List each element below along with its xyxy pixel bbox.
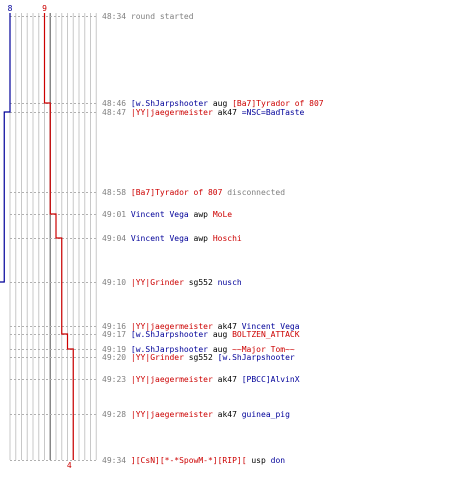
- killer-name: [Ba7]Tyrador of 807: [130, 188, 223, 197]
- event-time: 48:47: [102, 108, 127, 117]
- weapon-name: awp: [193, 210, 208, 219]
- event-row: 49:17 [w.ShJarpshooter aug BOLTZEN_ATTAC…: [102, 330, 300, 339]
- killer-name: |YY|Grinder: [130, 278, 184, 287]
- event-row: 49:04 Vincent Vega awp Hoschi: [102, 234, 242, 243]
- event-row: 48:47 |YY|jaegermeister ak47 =NSC=BadTas…: [102, 108, 304, 117]
- victim-name: BOLTZEN_ATTACK: [232, 330, 300, 339]
- killer-name: |YY|jaegermeister: [130, 108, 213, 117]
- event-time: 49:28: [102, 410, 127, 419]
- event-row: 49:23 |YY|jaegermeister ak47 [PBCC]Alvin…: [102, 375, 300, 384]
- killer-name: |YY|jaegermeister: [130, 410, 213, 419]
- victim-name: Vincent Vega: [241, 322, 300, 331]
- killer-name: Vincent Vega: [130, 210, 189, 219]
- victim-name: [w.ShJarpshooter: [217, 353, 295, 362]
- event-time: 49:10: [102, 278, 127, 287]
- killer-name: Vincent Vega: [130, 234, 189, 243]
- weapon-name: sg552: [188, 353, 213, 362]
- weapon-name: aug: [212, 330, 228, 339]
- weapon-name: usp: [251, 456, 266, 465]
- victim-name: don: [270, 456, 286, 465]
- killer-name: ][CsN][*-*SpowM-*][RIP][: [130, 456, 247, 465]
- weapon-name: aug: [212, 345, 228, 354]
- event-row: 49:28 |YY|jaegermeister ak47 guinea_pig: [102, 410, 290, 419]
- event-time: 49:34: [102, 456, 127, 465]
- event-time: 48:34: [102, 12, 127, 21]
- event-time: 49:19: [102, 345, 127, 354]
- event-time: 49:23: [102, 375, 127, 384]
- killer-name: [w.ShJarpshooter: [130, 330, 208, 339]
- event-row: 49:10 |YY|Grinder sg552 nusch: [102, 278, 242, 287]
- event-time: 48:46: [102, 99, 127, 108]
- victim-name: Hoschi: [212, 234, 242, 243]
- blue-team-line: [0, 13, 11, 283]
- event-row: 48:46 [w.ShJarpshooter aug [Ba7]Tyrador …: [102, 99, 324, 108]
- red-team-line: [43, 13, 74, 460]
- victim-name: [Ba7]Tyrador of 807: [232, 99, 324, 108]
- weapon-name: sg552: [188, 278, 213, 287]
- event-row: 48:34 round started: [102, 12, 194, 21]
- killer-name: |YY|jaegermeister: [130, 375, 213, 384]
- weapon-name: ak47: [217, 375, 237, 384]
- event-time: 49:20: [102, 353, 127, 362]
- killer-name: [w.ShJarpshooter: [130, 345, 208, 354]
- blue-start-count: 8: [8, 4, 13, 13]
- event-time: 49:17: [102, 330, 127, 339]
- event-row: 49:34 ][CsN][*-*SpowM-*][RIP][ usp don: [102, 456, 285, 465]
- weapon-name: ak47: [217, 410, 237, 419]
- red-start-count: 9: [42, 4, 47, 13]
- event-row: 48:58 [Ba7]Tyrador of 807 disconnected: [102, 188, 285, 197]
- killer-name: [w.ShJarpshooter: [130, 99, 208, 108]
- event-message: disconnected: [227, 188, 286, 197]
- weapon-name: aug: [212, 99, 228, 108]
- weapon-name: awp: [193, 234, 208, 243]
- event-time: 48:58: [102, 188, 127, 197]
- victim-name: ~~Major Tom~~: [232, 345, 295, 354]
- victim-name: guinea_pig: [241, 410, 290, 419]
- victim-name: nusch: [217, 278, 242, 287]
- event-time: 49:16: [102, 322, 127, 331]
- weapon-name: ak47: [217, 322, 237, 331]
- weapon-name: ak47: [217, 108, 237, 117]
- victim-name: [PBCC]AlvinX: [241, 375, 300, 384]
- event-row: 49:16 |YY|jaegermeister ak47 Vincent Veg…: [102, 322, 300, 331]
- event-row: 49:20 |YY|Grinder sg552 [w.ShJarpshooter: [102, 353, 295, 362]
- event-time: 49:04: [102, 234, 127, 243]
- red-end-count: 4: [67, 461, 72, 470]
- event-time: 49:01: [102, 210, 127, 219]
- victim-name: MoLe: [212, 210, 233, 219]
- event-message: round started: [130, 12, 194, 21]
- event-row: 49:19 [w.ShJarpshooter aug ~~Major Tom~~: [102, 345, 295, 354]
- victim-name: =NSC=BadTaste: [241, 108, 305, 117]
- event-row: 49:01 Vincent Vega awp MoLe: [102, 210, 232, 219]
- killer-name: |YY|Grinder: [130, 353, 184, 362]
- killer-name: |YY|jaegermeister: [130, 322, 213, 331]
